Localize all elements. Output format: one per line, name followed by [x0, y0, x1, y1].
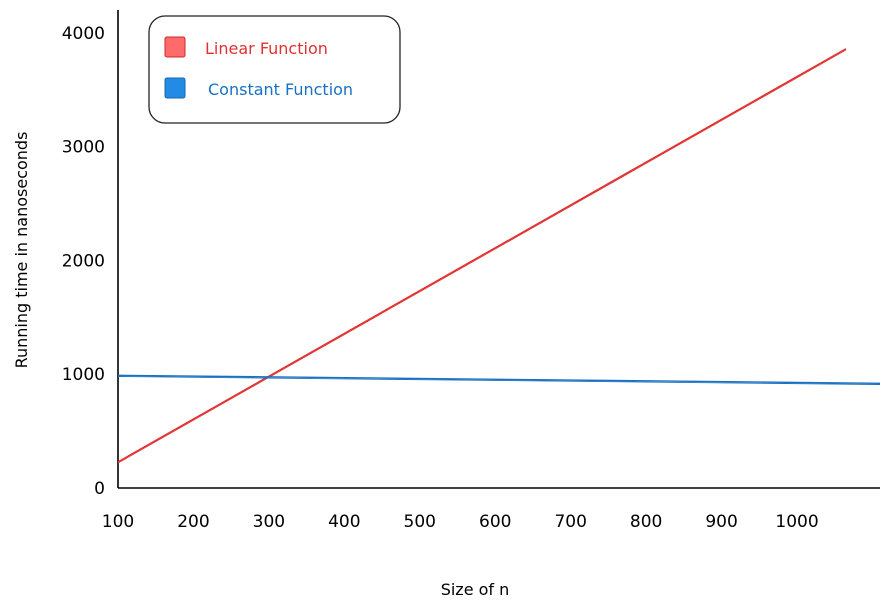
- y-tick-label: 1000: [62, 365, 105, 385]
- x-tick-label: 900: [705, 512, 737, 532]
- linear-function-line: [117, 48, 847, 463]
- x-axis-title: Size of n: [441, 580, 510, 599]
- legend-label-linear: Linear Function: [205, 39, 328, 58]
- x-tick-label: 500: [404, 512, 436, 532]
- x-tick-label: 300: [253, 512, 285, 532]
- x-tick-label: 100: [102, 512, 134, 532]
- x-tick-label: 800: [630, 512, 662, 532]
- legend-swatch-constant: [164, 77, 186, 99]
- constant-function-line: [117, 374, 881, 384]
- y-tick-label: 0: [94, 479, 105, 499]
- x-tick-label: 600: [479, 512, 511, 532]
- x-tick-label: 200: [177, 512, 209, 532]
- linear-function-line-stroke2: [117, 49, 847, 464]
- x-tick-labels: 100 200 300 400 500 600 700 800 900 1000: [102, 512, 819, 532]
- x-tick-label: 700: [554, 512, 586, 532]
- y-tick-label: 2000: [62, 251, 105, 271]
- legend-label-constant: Constant Function: [208, 80, 353, 99]
- y-tick-label: 3000: [62, 138, 105, 158]
- x-tick-label: 1000: [775, 512, 818, 532]
- y-axis-title: Running time in nanoseconds: [12, 132, 31, 369]
- series-lines: [117, 48, 881, 464]
- legend: Linear Function Constant Function: [148, 15, 401, 124]
- legend-swatch-linear: [164, 36, 186, 58]
- y-tick-labels: 0 1000 2000 3000 4000: [62, 24, 105, 499]
- x-tick-label: 400: [328, 512, 360, 532]
- constant-function-line-stroke2: [117, 376, 881, 385]
- legend-box: [148, 15, 401, 124]
- y-tick-label: 4000: [62, 24, 105, 44]
